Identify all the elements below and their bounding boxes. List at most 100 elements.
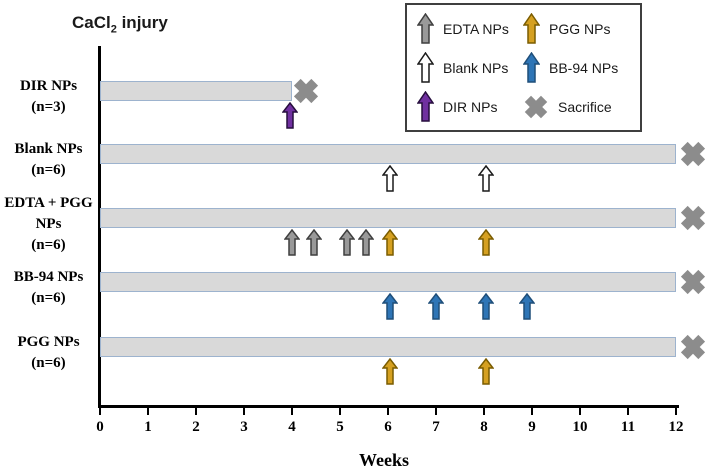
row-label-line: NPs <box>35 215 62 232</box>
row-label: Blank NPs (n=6) <box>0 139 97 181</box>
blank-arrow-icon <box>381 164 399 192</box>
x-tick <box>99 408 101 415</box>
legend-sacrifice-icon <box>523 94 549 120</box>
row-label: PGG NPs (n=6) <box>0 332 97 374</box>
timeline-bar <box>100 337 676 357</box>
x-tick-label: 6 <box>384 419 392 435</box>
x-tick <box>387 408 389 415</box>
row-label-line: (n=6) <box>31 236 66 253</box>
row-label: DIR NPs (n=3) <box>0 76 97 118</box>
sacrifice-x-icon <box>524 95 548 118</box>
pgg-arrow-icon <box>522 12 541 44</box>
edta-arrow-icon <box>305 228 323 256</box>
bb94-arrow-icon <box>427 292 445 320</box>
legend-arrow-icon <box>416 90 435 122</box>
x-tick <box>435 408 437 415</box>
row-label-line: PGG NPs <box>17 334 80 350</box>
x-tick-label: 7 <box>432 419 440 435</box>
x-tick-label: 9 <box>528 419 536 435</box>
injection-arrow-EDTA <box>283 228 301 256</box>
row-label: EDTA + PGG NPs (n=6) <box>0 193 97 256</box>
timeline-bar <box>100 144 676 164</box>
sacrifice-marker <box>679 204 707 232</box>
chart-title: CaCl2 injury <box>72 13 168 35</box>
legend-item-label: PGG NPs <box>549 20 611 37</box>
x-tick <box>531 408 533 415</box>
legend-arrow-icon <box>416 12 435 44</box>
edta-arrow-icon <box>357 228 375 256</box>
x-axis-title: Weeks <box>358 450 409 470</box>
x-tick-label: 0 <box>96 419 104 435</box>
injection-arrow-EDTA <box>357 228 375 256</box>
x-tick <box>627 408 629 415</box>
x-tick <box>675 408 677 415</box>
x-tick <box>147 408 149 415</box>
pgg-arrow-icon <box>477 228 495 256</box>
row-label-line: DIR NPs <box>19 78 78 94</box>
sacrifice-marker <box>292 77 320 105</box>
row-label-line: (n=6) <box>31 355 66 371</box>
sacrifice-x-icon <box>680 334 705 360</box>
x-tick <box>579 408 581 415</box>
sacrifice-marker <box>679 268 707 296</box>
x-tick-label: 8 <box>480 419 488 435</box>
bb94-arrow-icon <box>381 292 399 320</box>
pgg-arrow-icon <box>381 228 399 256</box>
x-tick-label: 12 <box>668 419 684 435</box>
injection-arrow-BB94 <box>381 292 399 320</box>
legend: EDTA NPs PGG NPs Blank NPs BB-94 NPs DIR NPs… <box>405 3 642 132</box>
x-axis-line <box>98 405 679 408</box>
x-tick-label: 11 <box>620 419 636 435</box>
edta-arrow-icon <box>283 228 301 256</box>
legend-item-label: EDTA NPs <box>443 20 509 37</box>
edta-arrow-icon <box>338 228 356 256</box>
injection-arrow-PGG <box>381 228 399 256</box>
blank-arrow-icon <box>416 51 435 83</box>
legend-item-label: DIR NPs <box>443 98 498 115</box>
x-tick <box>195 408 197 415</box>
legend-item-BB94: BB-94 NPs <box>522 51 634 83</box>
bb94-arrow-icon <box>518 292 536 320</box>
legend-item-label: Sacrifice <box>558 98 612 115</box>
row-label-line: (n=6) <box>31 162 66 178</box>
blank-arrow-icon <box>477 164 495 192</box>
x-tick-label: 1 <box>144 419 152 435</box>
dir-arrow-icon <box>281 101 299 129</box>
sacrifice-marker <box>679 333 707 361</box>
row-label-line: (n=3) <box>31 99 66 115</box>
injection-arrow-BB94 <box>477 292 495 320</box>
x-tick <box>483 408 485 415</box>
legend-item-PGG: PGG NPs <box>522 12 634 44</box>
injection-arrow-PGG <box>381 357 399 385</box>
legend-item-EDTA: EDTA NPs <box>416 12 523 44</box>
x-tick-label: 3 <box>240 419 248 435</box>
row-label-line: (n=6) <box>31 290 66 306</box>
x-tick-label: 10 <box>572 419 588 435</box>
sacrifice-x-icon <box>680 141 705 167</box>
bb94-arrow-icon <box>477 292 495 320</box>
timeline-bar <box>100 81 292 101</box>
row-label-line: EDTA + PGG <box>4 194 93 211</box>
row-label-line: Blank NPs <box>14 141 83 157</box>
x-tick-label: 4 <box>288 419 296 435</box>
injection-arrow-Blank <box>477 164 495 192</box>
x-tick <box>339 408 341 415</box>
injection-arrow-BB94 <box>518 292 536 320</box>
edta-arrow-icon <box>416 12 435 44</box>
row-label: BB-94 NPs (n=6) <box>0 267 97 309</box>
x-tick-label: 5 <box>336 419 344 435</box>
injection-arrow-PGG <box>477 357 495 385</box>
legend-item-label: BB-94 NPs <box>549 59 619 76</box>
injection-arrow-EDTA <box>305 228 323 256</box>
injection-arrow-Blank <box>381 164 399 192</box>
sacrifice-marker <box>679 140 707 168</box>
dir-arrow-icon <box>416 90 435 122</box>
timeline-bar <box>100 272 676 292</box>
bb94-arrow-icon <box>522 51 541 83</box>
chart-title-suffix: injury <box>116 13 168 32</box>
sacrifice-x-icon <box>294 78 319 104</box>
timeline-bar <box>100 208 676 228</box>
pgg-arrow-icon <box>381 357 399 385</box>
x-tick-label: 2 <box>192 419 200 435</box>
